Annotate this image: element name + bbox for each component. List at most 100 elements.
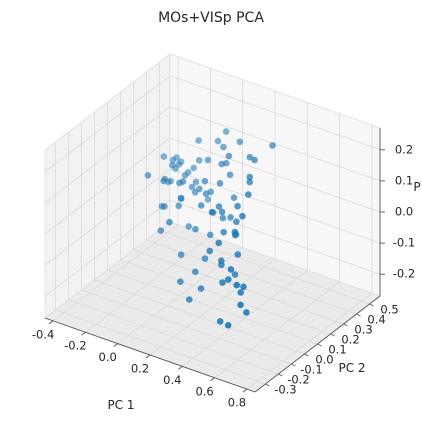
data-point [231, 228, 239, 236]
data-point [269, 142, 276, 149]
z-grid-left [44, 106, 171, 204]
data-point [177, 251, 185, 258]
y-tick-mark [265, 383, 270, 387]
data-point [161, 175, 169, 183]
data-point [236, 138, 244, 146]
data-point [227, 266, 235, 273]
data-point [161, 203, 168, 210]
data-point [177, 158, 185, 166]
z-tick-label: 0.1 [395, 173, 413, 187]
data-point [179, 178, 187, 185]
data-point [190, 164, 197, 172]
data-point [206, 247, 213, 255]
z-grid-left [44, 75, 171, 173]
data-point [251, 156, 258, 164]
x-tick-label: 0.4 [163, 373, 181, 387]
data-point [196, 185, 203, 193]
z-axis-ticks: -0.2 -0.1 0.0 0.1 0.2 [380, 142, 415, 281]
axes-panes [44, 53, 381, 393]
data-point [208, 208, 216, 216]
data-point [204, 196, 212, 203]
data-point [201, 177, 209, 185]
data-point [192, 268, 199, 276]
y-axis-label: PC 2 [338, 361, 365, 375]
data-point [197, 202, 205, 209]
x-tick-label: 0.8 [228, 396, 246, 410]
y-tick-label: 0.3 [354, 323, 372, 337]
x-tick-label: 0.0 [99, 350, 117, 364]
z-grid-back [169, 137, 381, 213]
y-grid-floor [159, 229, 370, 305]
y-tick-mark [278, 373, 283, 377]
data-point [218, 257, 225, 265]
y-grid-floor [120, 259, 331, 335]
data-point [175, 202, 182, 210]
y-tick-mark [369, 303, 374, 307]
data-point [177, 278, 184, 286]
scatter-points [144, 128, 276, 329]
data-point [186, 296, 193, 303]
z-tick-label: -0.1 [393, 236, 415, 250]
z-grid-back [169, 199, 381, 275]
data-point [166, 218, 173, 226]
data-point [216, 180, 224, 187]
y-tick-mark [343, 323, 348, 327]
data-point [222, 128, 230, 135]
data-point [195, 137, 202, 144]
data-point [192, 178, 200, 186]
y-tick-mark [304, 353, 309, 357]
z-grid-left [44, 199, 171, 297]
x-axis-label: PC 1 [107, 398, 134, 412]
data-point [246, 178, 253, 186]
data-point [237, 289, 244, 296]
data-point [197, 285, 205, 292]
y-tick-label: 0.0 [315, 353, 333, 367]
data-point [216, 318, 224, 325]
data-point [202, 190, 210, 197]
data-point [188, 183, 196, 191]
data-point [160, 153, 168, 160]
data-point [220, 228, 227, 236]
data-point [219, 214, 227, 222]
data-point [219, 279, 226, 286]
x-tick-mark [113, 343, 118, 347]
data-point [177, 195, 185, 202]
y-tick-label: 0.4 [367, 313, 385, 327]
data-point [215, 203, 223, 210]
grid-lines [44, 56, 381, 390]
x-tick-mark [242, 388, 248, 393]
data-point [230, 194, 238, 201]
y-tick-mark [317, 343, 322, 347]
data-point [226, 171, 234, 179]
data-point [227, 214, 234, 221]
data-point [144, 172, 152, 179]
y-tick-mark [291, 363, 296, 367]
data-point [231, 271, 239, 278]
data-point [234, 202, 241, 210]
data-point [214, 137, 222, 145]
data-point [181, 172, 189, 179]
x-tick-label: 0.6 [195, 384, 213, 398]
x-tick-label: -0.4 [32, 327, 54, 341]
data-point [246, 153, 254, 161]
y-grid-floor [81, 289, 292, 365]
x-tick-mark [81, 331, 86, 336]
y-tick-label: -0.1 [300, 363, 322, 377]
y-tick-mark [356, 313, 361, 317]
x-axis-ticks: -0.4 -0.2 0.0 0.2 0.4 0.6 0.8 [32, 320, 248, 410]
data-point [234, 251, 242, 258]
y-grid-floor [107, 269, 318, 345]
y-tick-mark [330, 333, 335, 337]
data-point [218, 208, 226, 216]
data-point [237, 301, 244, 309]
data-point [224, 322, 232, 329]
data-point [233, 281, 240, 289]
x-tick-label: 0.2 [131, 362, 149, 376]
data-point [225, 152, 233, 160]
data-point [246, 173, 253, 181]
z-tick-label: 0.0 [395, 205, 413, 219]
y-grid-floor [55, 309, 266, 385]
y-axis-ticks: -0.3-0.2-0.10.00.10.20.30.40.5 [265, 303, 399, 397]
x-tick-mark [48, 320, 54, 325]
